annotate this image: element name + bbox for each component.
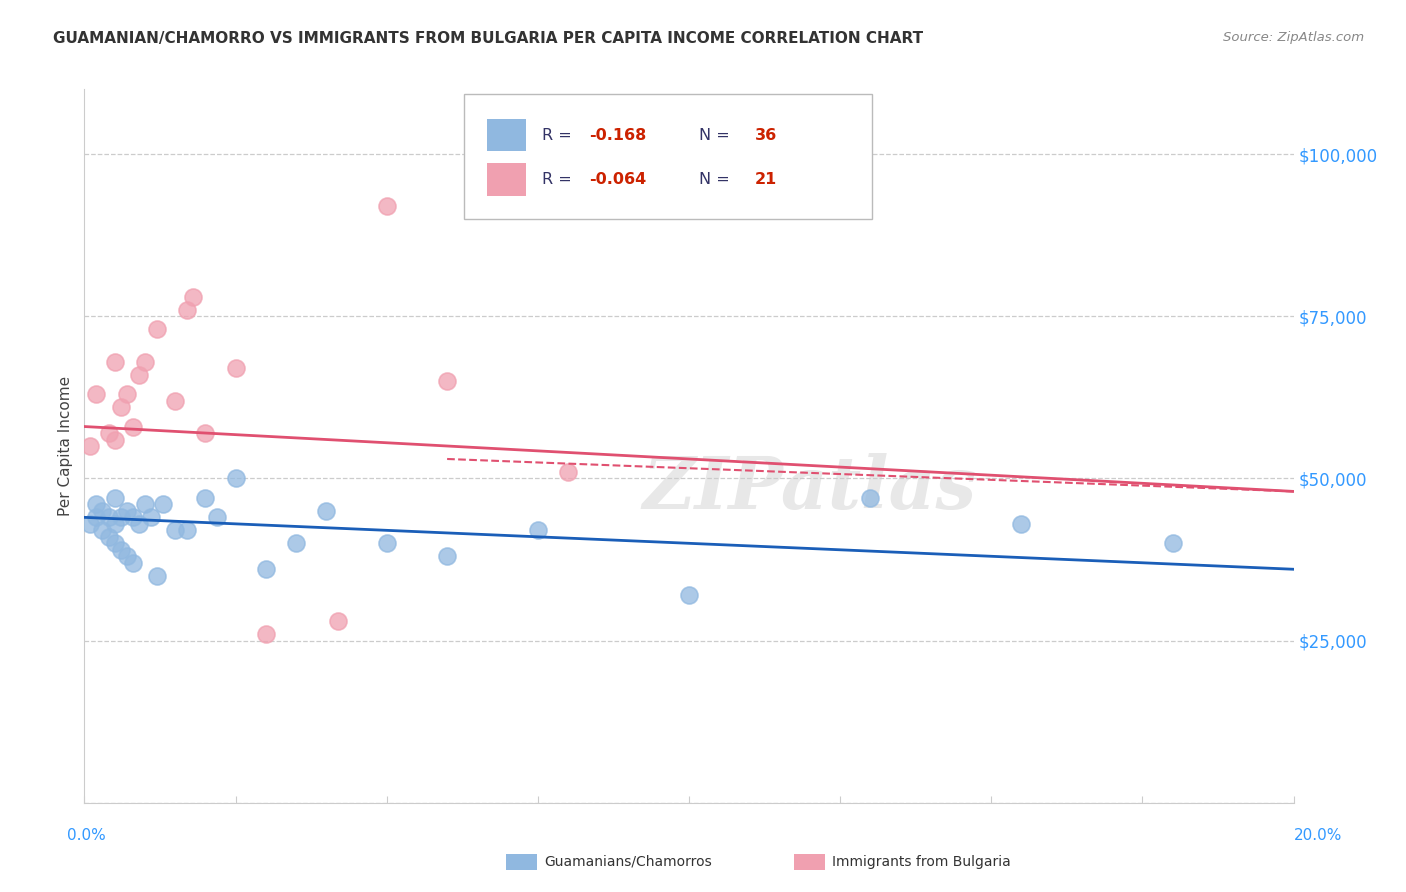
Text: -0.168: -0.168 — [589, 128, 647, 143]
Point — [181, 290, 204, 304]
Point — [1161, 536, 1184, 550]
Point — [139, 510, 162, 524]
Point — [97, 530, 120, 544]
Text: 21: 21 — [755, 172, 776, 186]
Text: 0.0%: 0.0% — [67, 828, 107, 843]
Point — [859, 491, 882, 505]
Point — [436, 549, 458, 564]
Point — [254, 627, 277, 641]
Point — [97, 425, 120, 440]
Point — [110, 510, 132, 524]
Point — [134, 354, 156, 368]
Text: 20.0%: 20.0% — [1295, 828, 1343, 843]
Text: Guamanians/Chamorros: Guamanians/Chamorros — [544, 855, 711, 869]
Point — [121, 556, 143, 570]
Point — [194, 491, 217, 505]
Point — [328, 614, 350, 628]
Point — [225, 361, 247, 376]
Text: GUAMANIAN/CHAMORRO VS IMMIGRANTS FROM BULGARIA PER CAPITA INCOME CORRELATION CHA: GUAMANIAN/CHAMORRO VS IMMIGRANTS FROM BU… — [53, 31, 924, 46]
Point — [375, 536, 398, 550]
Point — [176, 302, 198, 317]
Point — [165, 524, 187, 538]
Point — [115, 504, 138, 518]
Point — [115, 387, 138, 401]
Point — [104, 491, 127, 505]
Point — [436, 374, 458, 388]
Point — [375, 199, 398, 213]
Point — [121, 419, 143, 434]
Text: ZIPatlas: ZIPatlas — [643, 453, 977, 524]
Point — [97, 510, 120, 524]
Point — [225, 471, 247, 485]
Point — [315, 504, 337, 518]
Text: R =: R = — [541, 172, 576, 186]
Point — [128, 368, 150, 382]
Text: Source: ZipAtlas.com: Source: ZipAtlas.com — [1223, 31, 1364, 45]
Text: Immigrants from Bulgaria: Immigrants from Bulgaria — [832, 855, 1011, 869]
Point — [128, 516, 150, 531]
Point — [1011, 516, 1033, 531]
Point — [79, 516, 101, 531]
Point — [194, 425, 217, 440]
Point — [104, 536, 127, 550]
Point — [176, 524, 198, 538]
Point — [110, 542, 132, 557]
Point — [557, 465, 579, 479]
Point — [104, 354, 127, 368]
Point — [86, 510, 108, 524]
Point — [134, 497, 156, 511]
Point — [104, 433, 127, 447]
Point — [121, 510, 143, 524]
Text: N =: N = — [699, 172, 735, 186]
Point — [91, 524, 114, 538]
Point — [115, 549, 138, 564]
Point — [104, 516, 127, 531]
Text: N =: N = — [699, 128, 735, 143]
Point — [79, 439, 101, 453]
Point — [86, 387, 108, 401]
Point — [254, 562, 277, 576]
Point — [146, 568, 169, 582]
Point — [285, 536, 308, 550]
Text: 36: 36 — [755, 128, 776, 143]
Point — [207, 510, 229, 524]
Point — [86, 497, 108, 511]
Point — [678, 588, 700, 602]
Point — [165, 393, 187, 408]
Y-axis label: Per Capita Income: Per Capita Income — [58, 376, 73, 516]
Text: -0.064: -0.064 — [589, 172, 647, 186]
Point — [146, 322, 169, 336]
Point — [527, 524, 550, 538]
Point — [152, 497, 174, 511]
Point — [91, 504, 114, 518]
Point — [110, 400, 132, 414]
Text: R =: R = — [541, 128, 576, 143]
